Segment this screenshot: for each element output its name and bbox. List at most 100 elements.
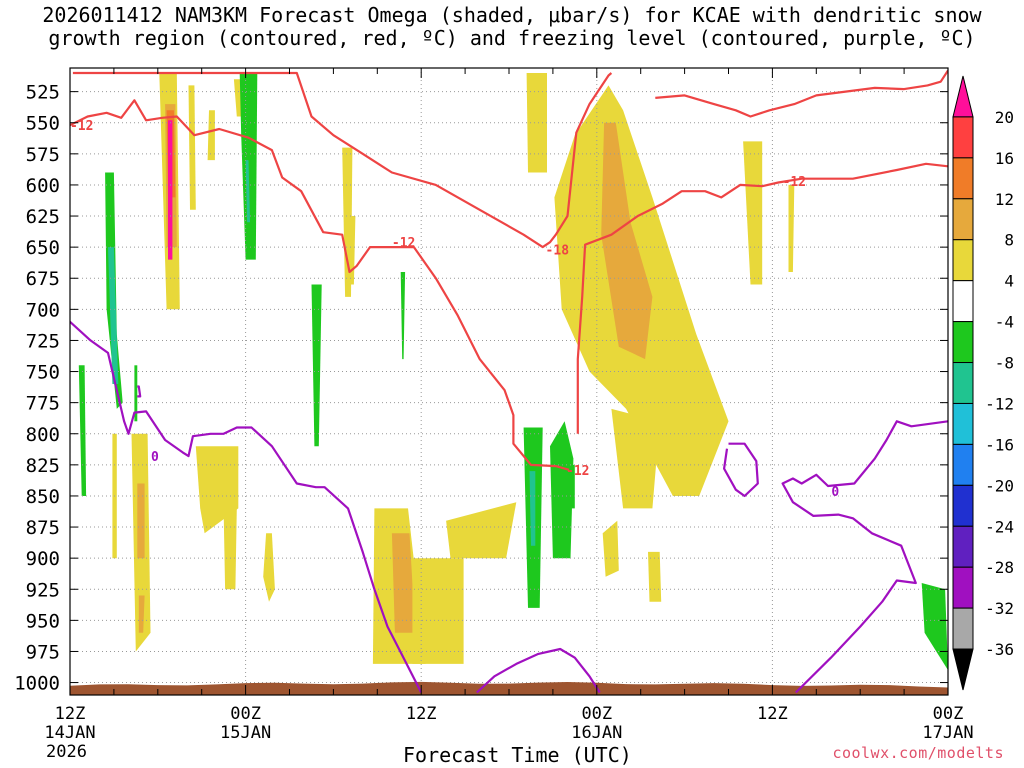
- contour-lines: [70, 69, 948, 694]
- upward-omega-area: [263, 533, 275, 602]
- upward-omega-area: [342, 147, 353, 297]
- freezing-level-contour: [476, 647, 601, 694]
- colorbar-label: -36: [985, 640, 1014, 659]
- y-tick-label: 575: [26, 144, 60, 166]
- colorbar-band: [952, 402, 974, 445]
- upward-omega-area: [446, 502, 517, 559]
- freezing-level-contour: [70, 320, 423, 693]
- contour-label: -12: [783, 175, 806, 190]
- downward-omega-area: [134, 365, 138, 422]
- y-tick-label: 625: [26, 206, 60, 228]
- omega-shaded-fields: [78, 73, 948, 671]
- colorbar-band: [952, 607, 974, 650]
- upward-omega-area: [526, 73, 547, 173]
- colorbar: 20 16 12 8 4 -4 -8 -12 -16 -20 -24 -28 -32 -36: [952, 75, 1014, 691]
- colorbar-band: [952, 443, 974, 486]
- downward-omega-area: [921, 583, 948, 671]
- chart-title-line2: growth region (contoured, red, ºC) and f…: [48, 26, 976, 50]
- contour-label: 0: [151, 450, 159, 465]
- upward-omega-area: [223, 508, 237, 590]
- downward-omega-area: [108, 247, 119, 384]
- grid-lines: [70, 68, 948, 695]
- dgz-temperature-contour: [72, 71, 613, 249]
- y-tick-label: 950: [26, 610, 60, 632]
- colorbar-band: [952, 280, 974, 323]
- y-tick-label: 650: [26, 237, 60, 259]
- upward-omega-area: [601, 122, 653, 360]
- colorbar-band: [952, 239, 974, 282]
- upward-omega-area: [648, 551, 662, 602]
- colorbar-band: [952, 566, 974, 609]
- x-tick-label: 00Z: [230, 704, 261, 724]
- y-tick-label: 725: [26, 330, 60, 352]
- colorbar-band: [952, 116, 974, 159]
- y-tick-label: 1000: [14, 673, 60, 695]
- contour-label: -12: [566, 464, 589, 479]
- colorbar-band: [952, 157, 974, 200]
- contour-label: -12: [392, 236, 415, 251]
- upward-omega-area: [188, 85, 196, 210]
- contour-label: -12: [70, 119, 93, 134]
- x-tick-label: 12Z: [757, 704, 788, 724]
- freezing-level-contour: [137, 385, 142, 398]
- x-tick-label: 2026: [46, 742, 87, 762]
- contour-label: -18: [546, 244, 570, 259]
- x-tick-label: 00Z: [581, 704, 612, 724]
- upward-omega-area: [207, 110, 215, 161]
- x-tick-label: 16JAN: [571, 723, 622, 743]
- chart-title-line1: 2026011412 NAM3KM Forecast Omega (shaded…: [42, 3, 982, 27]
- freezing-level-contour: [723, 442, 759, 498]
- y-tick-label: 750: [26, 362, 60, 384]
- colorbar-bottom-arrow: [952, 648, 974, 691]
- dgz-temperature-contour: [576, 162, 948, 434]
- downward-omega-area: [571, 464, 575, 509]
- colorbar-band: [952, 362, 974, 404]
- upward-omega-area: [743, 141, 763, 285]
- colorbar-label: 20: [995, 108, 1014, 127]
- upward-omega-area: [168, 120, 173, 260]
- x-tick-label: 12Z: [55, 704, 86, 724]
- dgz-temperature-contour: [70, 99, 570, 471]
- colorbar-label: 16: [995, 149, 1014, 168]
- downward-omega-area: [311, 284, 322, 447]
- downward-omega-area: [550, 421, 574, 559]
- colorbar-band: [952, 321, 974, 364]
- downward-omega-area: [400, 272, 406, 360]
- colorbar-band: [952, 484, 974, 527]
- y-tick-label: 900: [26, 548, 60, 570]
- colorbar-label: -24: [985, 517, 1014, 536]
- downward-omega-area: [245, 160, 250, 223]
- y-tick-label: 975: [26, 641, 60, 663]
- contour-label: 0: [831, 485, 839, 500]
- upward-omega-area: [611, 408, 660, 509]
- upward-omega-area: [412, 558, 464, 664]
- colorbar-label: 4: [1004, 272, 1014, 291]
- colorbar-band: [952, 198, 974, 241]
- x-axis-title: Forecast Time (UTC): [403, 743, 632, 767]
- freezing-level-contour: [781, 420, 948, 694]
- colorbar-label: -4: [995, 313, 1014, 332]
- upward-omega-area: [602, 520, 619, 577]
- x-tick-label: 15JAN: [220, 723, 271, 743]
- downward-omega-area: [78, 365, 87, 496]
- x-tick-label: 14JAN: [44, 723, 95, 743]
- colorbar-label: -12: [985, 394, 1014, 413]
- x-tick-label: 12Z: [406, 704, 437, 724]
- credit-link[interactable]: coolwx.com/modelts: [832, 744, 1004, 762]
- colorbar-label: 8: [1004, 231, 1014, 250]
- upward-omega-area: [391, 533, 416, 633]
- colorbar-label: -28: [985, 558, 1014, 577]
- colorbar-band: [952, 525, 974, 568]
- colorbar-label: -20: [985, 476, 1014, 495]
- y-tick-label: 700: [26, 299, 60, 321]
- y-tick-label: 550: [26, 113, 60, 135]
- colorbar-top-arrow: [952, 75, 974, 118]
- dgz-temperature-contour: [655, 69, 948, 118]
- y-tick-label: 850: [26, 486, 60, 508]
- colorbar-label: -8: [995, 354, 1014, 373]
- y-tick-label: 875: [26, 517, 60, 539]
- y-tick-label: 775: [26, 393, 60, 415]
- y-tick-label: 925: [26, 579, 60, 601]
- upward-omega-area: [788, 184, 795, 272]
